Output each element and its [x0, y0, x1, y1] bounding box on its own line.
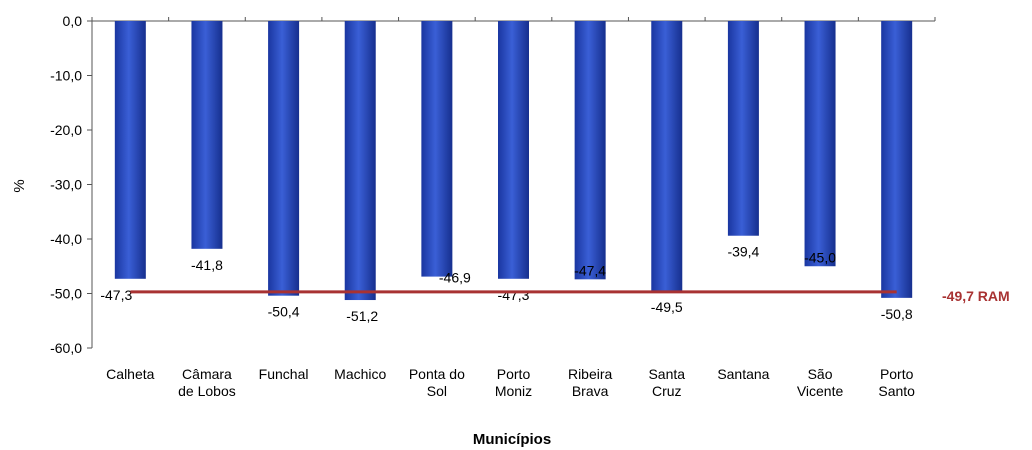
bar	[421, 21, 453, 277]
category-label: Porto	[497, 366, 531, 382]
bar	[114, 21, 146, 279]
data-label: -41,8	[191, 257, 223, 273]
reference-line-label: -49,7 RAM	[942, 288, 1010, 304]
data-label: -45,0	[804, 249, 836, 265]
data-label: -47,4	[574, 262, 606, 278]
bar	[344, 21, 376, 301]
category-label: Machico	[334, 366, 386, 382]
category-label: Câmara	[182, 366, 232, 382]
bar	[498, 21, 529, 279]
data-label: -51,2	[346, 308, 378, 324]
y-tick-label: -60,0	[50, 340, 82, 356]
data-label: -47,3	[100, 287, 132, 303]
plot-area: 0,0 -10,0 -20,0 -30,0 -40,0 -50,0 -60,0 -47,3 -4…	[50, 13, 1010, 399]
data-label: -50,8	[881, 306, 913, 322]
data-label: -49,5	[651, 299, 683, 315]
category-label: Ponta do	[409, 366, 465, 382]
category-label: de Lobos	[178, 383, 236, 399]
y-tick-label: 0,0	[63, 13, 83, 29]
x-axis-label: Municípios	[473, 431, 551, 448]
y-tick-label: -30,0	[50, 177, 82, 193]
bar	[268, 21, 300, 296]
category-label: Vicente	[797, 383, 844, 399]
category-label: São	[808, 366, 833, 382]
bar	[881, 21, 913, 298]
category-label: Porto	[880, 366, 914, 382]
bar	[574, 21, 606, 280]
y-tick-label: -40,0	[50, 231, 82, 247]
y-tick-label: -50,0	[50, 286, 82, 302]
category-label: Santa	[648, 366, 685, 382]
y-tick-label: -20,0	[50, 122, 82, 138]
bar	[804, 21, 836, 267]
category-label: Ribeira	[568, 366, 613, 382]
category-label: Brava	[572, 383, 609, 399]
category-label: Sol	[427, 383, 447, 399]
bar	[727, 21, 759, 236]
data-label: -47,3	[498, 287, 530, 303]
category-label: Moniz	[495, 383, 532, 399]
category-label: Santana	[717, 366, 769, 382]
data-label: -39,4	[727, 244, 759, 260]
category-label: Funchal	[259, 366, 309, 382]
y-tick-label: -10,0	[50, 68, 82, 84]
bar	[191, 21, 223, 249]
data-label: -50,4	[268, 304, 300, 320]
data-label: -46,9	[439, 270, 471, 286]
category-label: Cruz	[652, 383, 682, 399]
y-axis-label: %	[11, 179, 28, 192]
category-label: Santo	[878, 383, 915, 399]
bar	[651, 21, 683, 291]
category-label: Calheta	[106, 366, 154, 382]
